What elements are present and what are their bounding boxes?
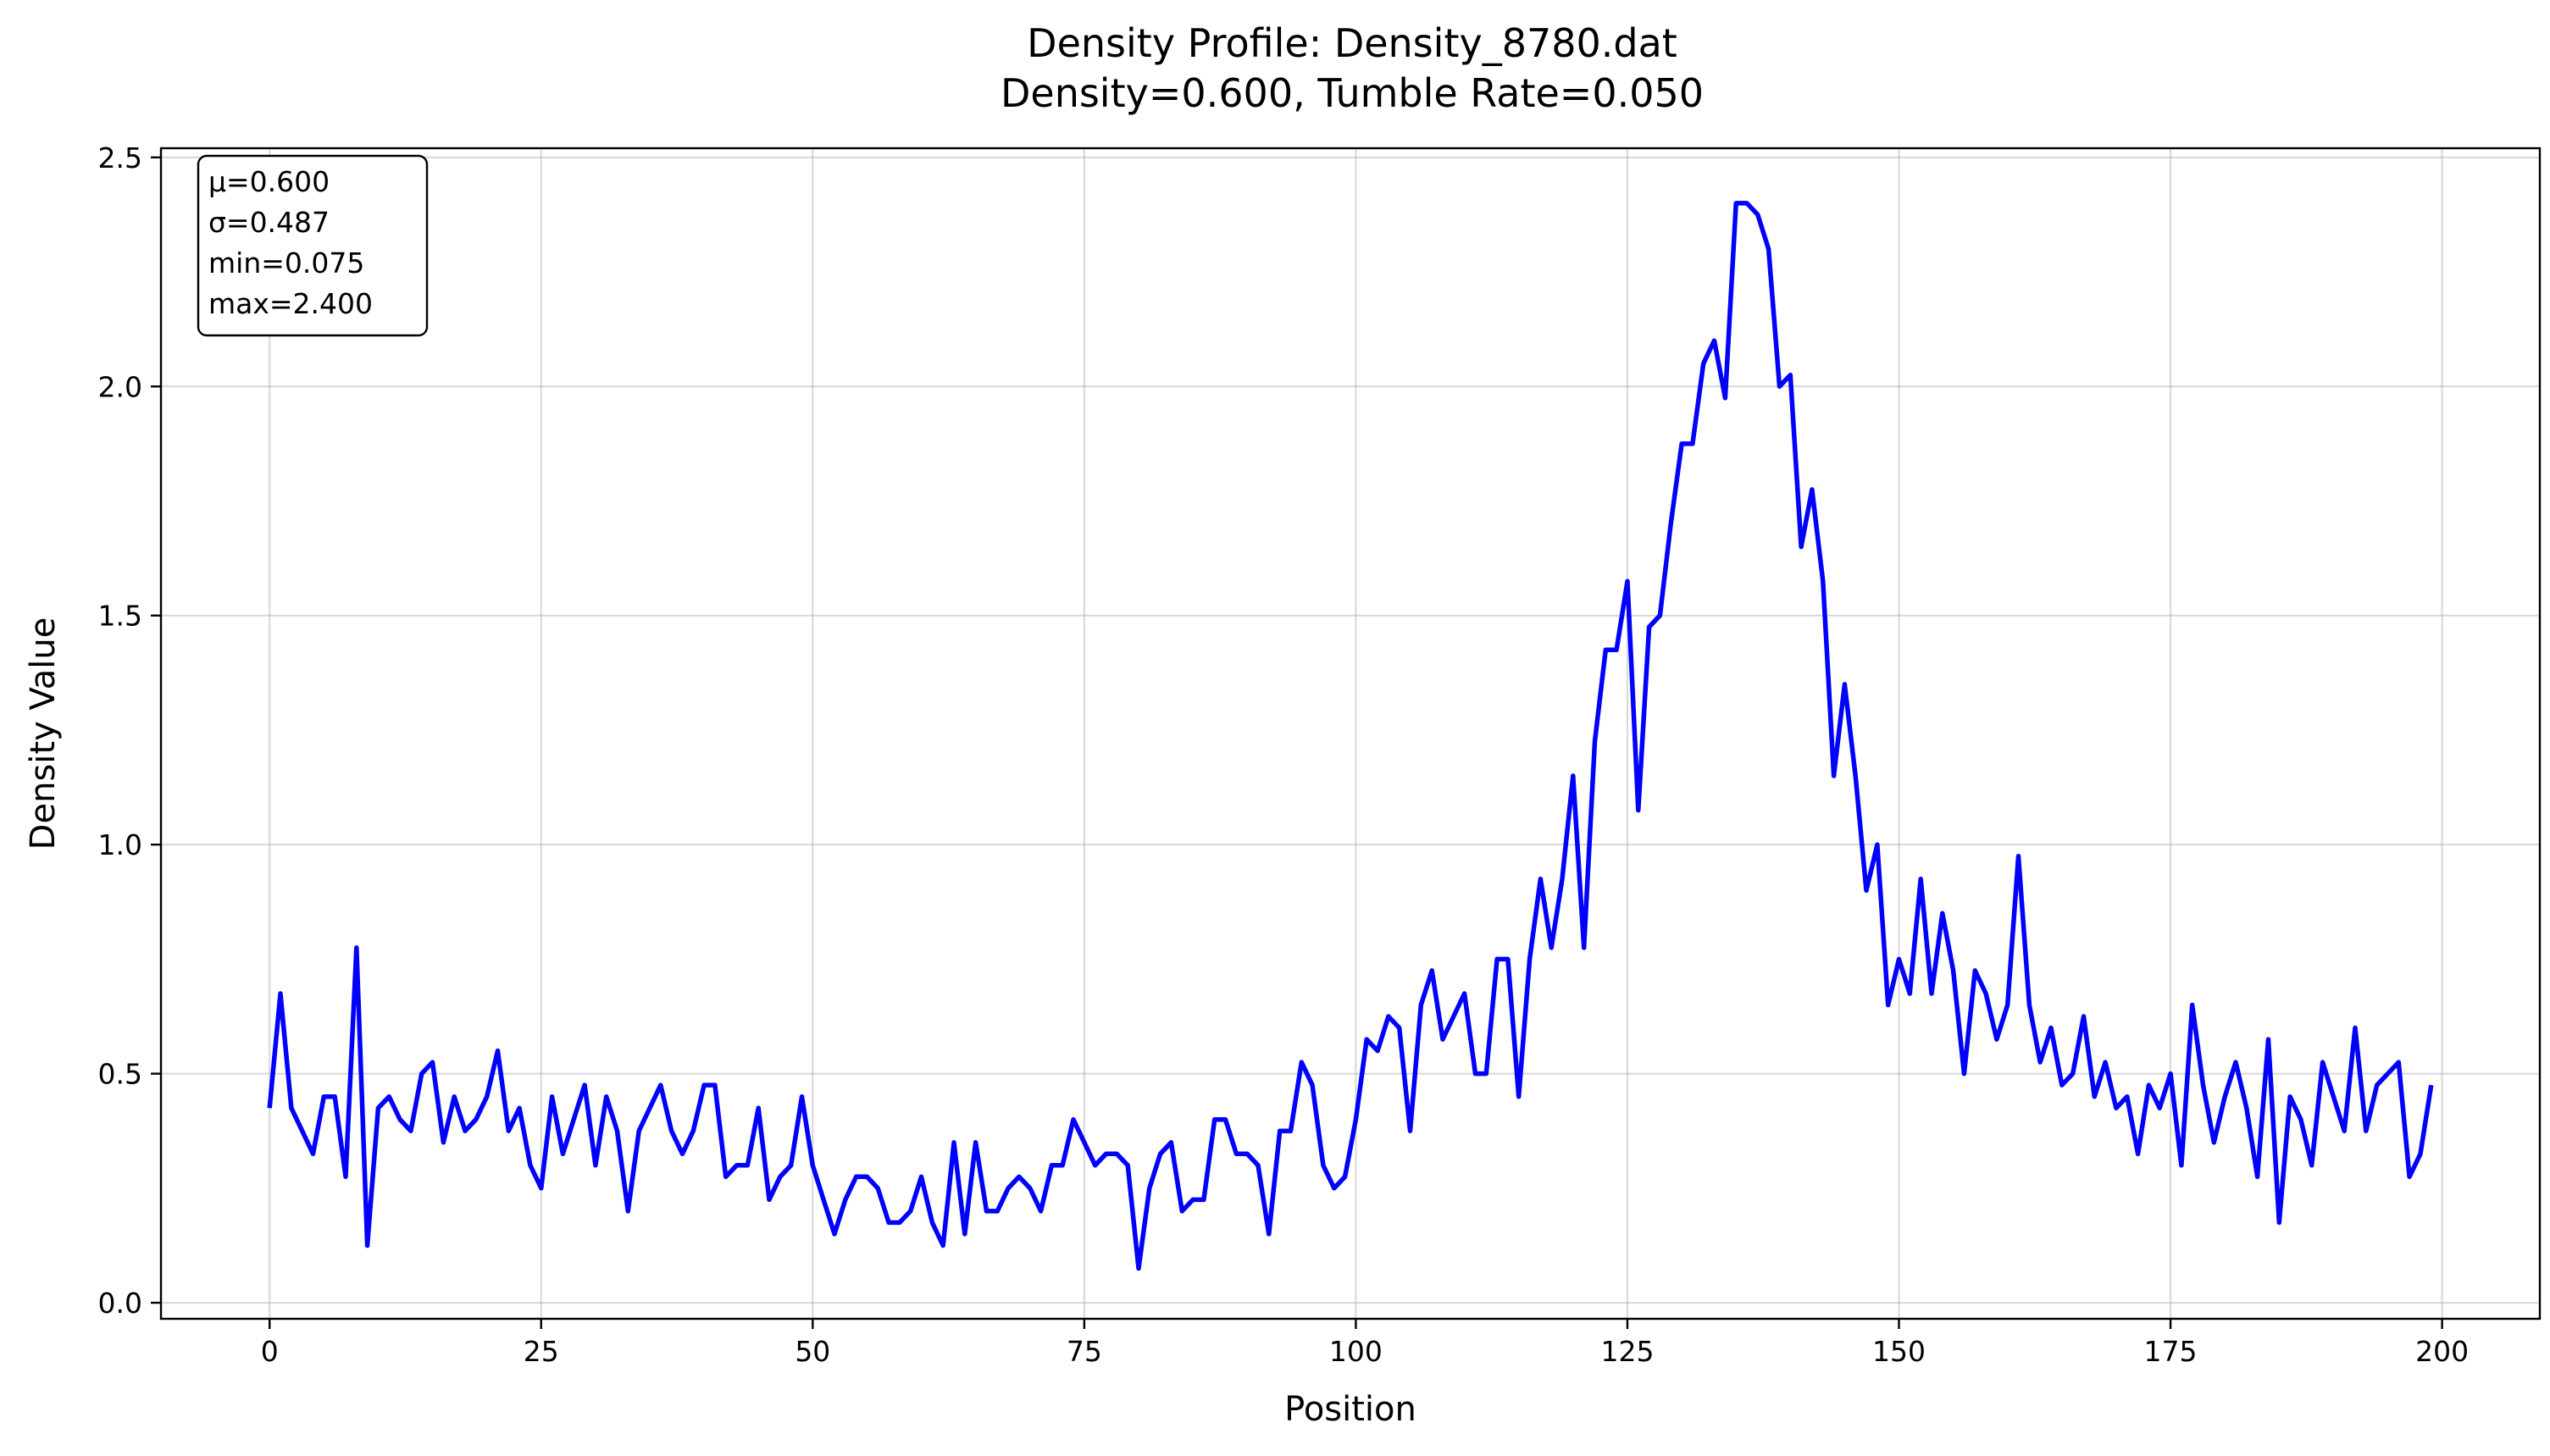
stats-line: min=0.075: [208, 246, 364, 280]
y-tick-label: 0.0: [98, 1287, 142, 1320]
x-tick-label: 175: [2144, 1335, 2198, 1368]
chart-subtitle: Density=0.600, Tumble Rate=0.050: [1001, 70, 1704, 116]
y-tick-label: 0.5: [98, 1058, 142, 1091]
x-tick-label: 50: [795, 1335, 830, 1368]
x-tick-label: 75: [1067, 1335, 1102, 1368]
y-tick-label: 1.0: [98, 828, 142, 861]
stats-line: σ=0.487: [208, 206, 330, 239]
x-axis-label: Position: [1284, 1390, 1416, 1429]
x-tick-label: 25: [524, 1335, 559, 1368]
axis-ticks: 0 25 50 75 100 125 150 175 200 0.0 0.5 1.0 1.5 2.0 2.5: [98, 141, 2470, 1368]
stats-line: max=2.400: [208, 287, 373, 320]
grid-lines: [161, 148, 2540, 1319]
stats-line: μ=0.600: [208, 165, 330, 198]
stats-box-frame: [197, 154, 429, 337]
y-tick-label: 2.0: [98, 370, 142, 403]
x-tick-label: 200: [2415, 1335, 2469, 1368]
y-tick-label: 1.5: [98, 600, 142, 633]
stats-box: μ=0.600 σ=0.487 min=0.075 max=2.400: [197, 154, 429, 337]
chart-title: Density Profile: Density_8780.dat: [1027, 20, 1677, 66]
x-tick-label: 0: [261, 1335, 279, 1368]
x-tick-label: 125: [1600, 1335, 1654, 1368]
y-tick-label: 2.5: [98, 141, 142, 174]
density-series-line: [267, 201, 2434, 1271]
series-group: [267, 201, 2434, 1271]
y-axis-label: Density Value: [24, 617, 63, 850]
x-tick-label: 100: [1329, 1335, 1383, 1368]
x-tick-label: 150: [1872, 1335, 1926, 1368]
plot-frame: [159, 147, 2542, 1320]
